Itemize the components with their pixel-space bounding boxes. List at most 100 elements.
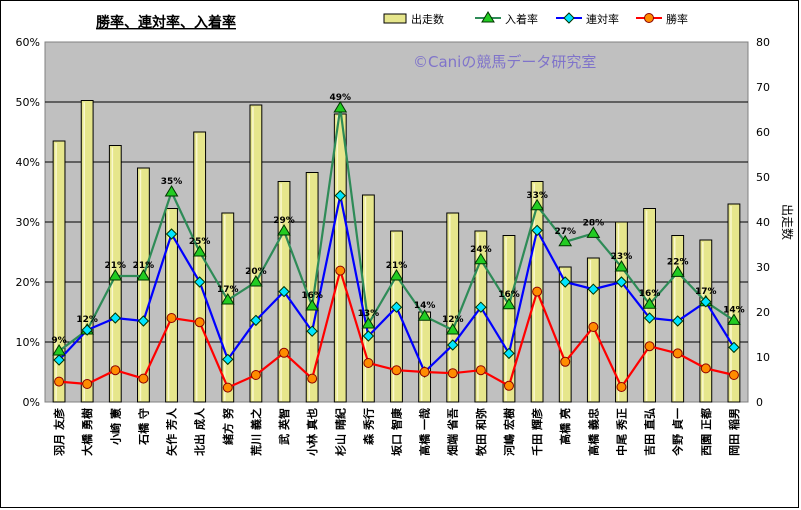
point-marker	[503, 380, 514, 391]
point-marker	[700, 296, 712, 308]
y-right-tick-label: 40	[756, 216, 770, 229]
bar	[727, 203, 741, 403]
point-marker	[249, 275, 263, 287]
point-marker	[672, 348, 683, 359]
data-label: 33%	[526, 191, 548, 201]
point-marker	[361, 317, 376, 329]
watermark-text: ©Caniの競馬データ研究室	[413, 53, 596, 71]
point-marker	[82, 379, 93, 389]
point-marker	[643, 312, 656, 324]
category-label: 高橋 義忠	[586, 408, 600, 456]
point-marker	[728, 370, 739, 380]
data-label: 22%	[667, 257, 689, 267]
category-label: 北出 成人	[193, 407, 207, 456]
data-label: 27%	[554, 227, 576, 237]
data-label: 24%	[470, 245, 492, 255]
bar	[615, 221, 628, 403]
point-marker	[138, 373, 149, 384]
y-right-tick-label: 50	[756, 171, 770, 184]
data-label: 16%	[639, 289, 661, 299]
point-marker	[192, 245, 207, 257]
legend-label: 勝率	[666, 12, 688, 26]
point-marker	[475, 301, 487, 313]
point-marker	[532, 286, 543, 297]
data-label: 12%	[76, 315, 98, 325]
point-marker	[642, 297, 657, 309]
point-marker	[671, 315, 684, 327]
category-label: 杉山 晴紀	[333, 408, 347, 456]
point-marker	[306, 325, 318, 337]
bar	[558, 266, 572, 403]
legend-marker	[644, 13, 654, 23]
point-marker	[700, 363, 711, 374]
bar	[333, 113, 347, 403]
bar	[361, 194, 375, 403]
point-marker	[110, 365, 121, 376]
category-label: 緒方 努	[221, 408, 235, 445]
point-marker	[588, 322, 599, 332]
point-marker	[727, 313, 741, 325]
point-marker	[222, 353, 234, 366]
point-marker	[644, 341, 655, 352]
data-label: 23%	[611, 252, 633, 262]
point-marker	[559, 276, 571, 288]
data-label: 17%	[695, 287, 717, 297]
category-label: 畑端 省吾	[446, 408, 460, 456]
point-marker	[333, 101, 348, 113]
data-label: 28%	[583, 218, 605, 228]
data-label: 25%	[189, 237, 211, 247]
y-left-tick-label: 50%	[16, 96, 40, 109]
bar	[137, 167, 150, 403]
bar	[502, 235, 516, 403]
data-label: 14%	[723, 305, 745, 315]
point-marker	[586, 226, 601, 238]
category-label: 高橋 一哉	[418, 408, 432, 456]
data-label: 20%	[245, 267, 267, 277]
legend-marker	[481, 11, 495, 23]
data-label: 21%	[133, 261, 155, 271]
data-label: 29%	[273, 216, 295, 226]
legend-marker	[563, 12, 575, 24]
category-label: 岡田 稲男	[727, 408, 741, 456]
legend-label: 出走数	[411, 12, 444, 26]
y-left-tick-label: 30%	[16, 216, 40, 229]
point-marker	[614, 260, 629, 272]
point-marker	[503, 347, 515, 360]
data-label: 17%	[217, 285, 239, 295]
y-left-tick-label: 40%	[16, 156, 40, 169]
point-marker	[278, 285, 290, 298]
point-marker	[109, 312, 122, 324]
bar	[193, 131, 207, 403]
point-marker	[137, 315, 150, 327]
point-marker	[250, 370, 261, 380]
category-label: 石橋 守	[136, 408, 150, 446]
y-right-tick-label: 30	[756, 261, 770, 274]
legend: 出走数 入着率 連対率 勝率	[383, 11, 688, 26]
point-marker	[277, 224, 291, 236]
y-right-tick-label: 60	[756, 126, 770, 139]
category-label: 中尾 秀正	[614, 408, 628, 456]
category-label: 小林 真也	[305, 408, 319, 457]
category-label: 牧田 和弥	[474, 408, 488, 456]
data-label: 35%	[161, 177, 183, 187]
legend-label: 入着率	[505, 12, 538, 26]
point-marker	[447, 339, 459, 351]
plot-area: 0% 10% 20% 30% 40% 50% 60% 0 10 20 30 40 50 60 70 80 出走数…	[16, 36, 795, 457]
data-label: 21%	[386, 261, 408, 271]
y-left-tick-label: 10%	[16, 336, 40, 349]
category-label: 河嶋 宏樹	[502, 408, 516, 456]
y-right-tick-label: 0	[756, 396, 763, 409]
point-marker	[475, 365, 486, 376]
data-label: 49%	[329, 93, 351, 103]
point-marker	[279, 347, 290, 358]
point-marker	[307, 373, 318, 384]
category-label: 西園 正都	[699, 408, 713, 456]
point-marker	[222, 382, 233, 393]
category-label: 武 英智	[277, 408, 291, 445]
point-marker	[447, 368, 458, 379]
category-label: 矢作 芳人	[165, 407, 179, 456]
point-marker	[164, 185, 179, 197]
point-marker	[560, 356, 571, 367]
bar	[80, 100, 94, 403]
point-marker	[531, 224, 543, 237]
